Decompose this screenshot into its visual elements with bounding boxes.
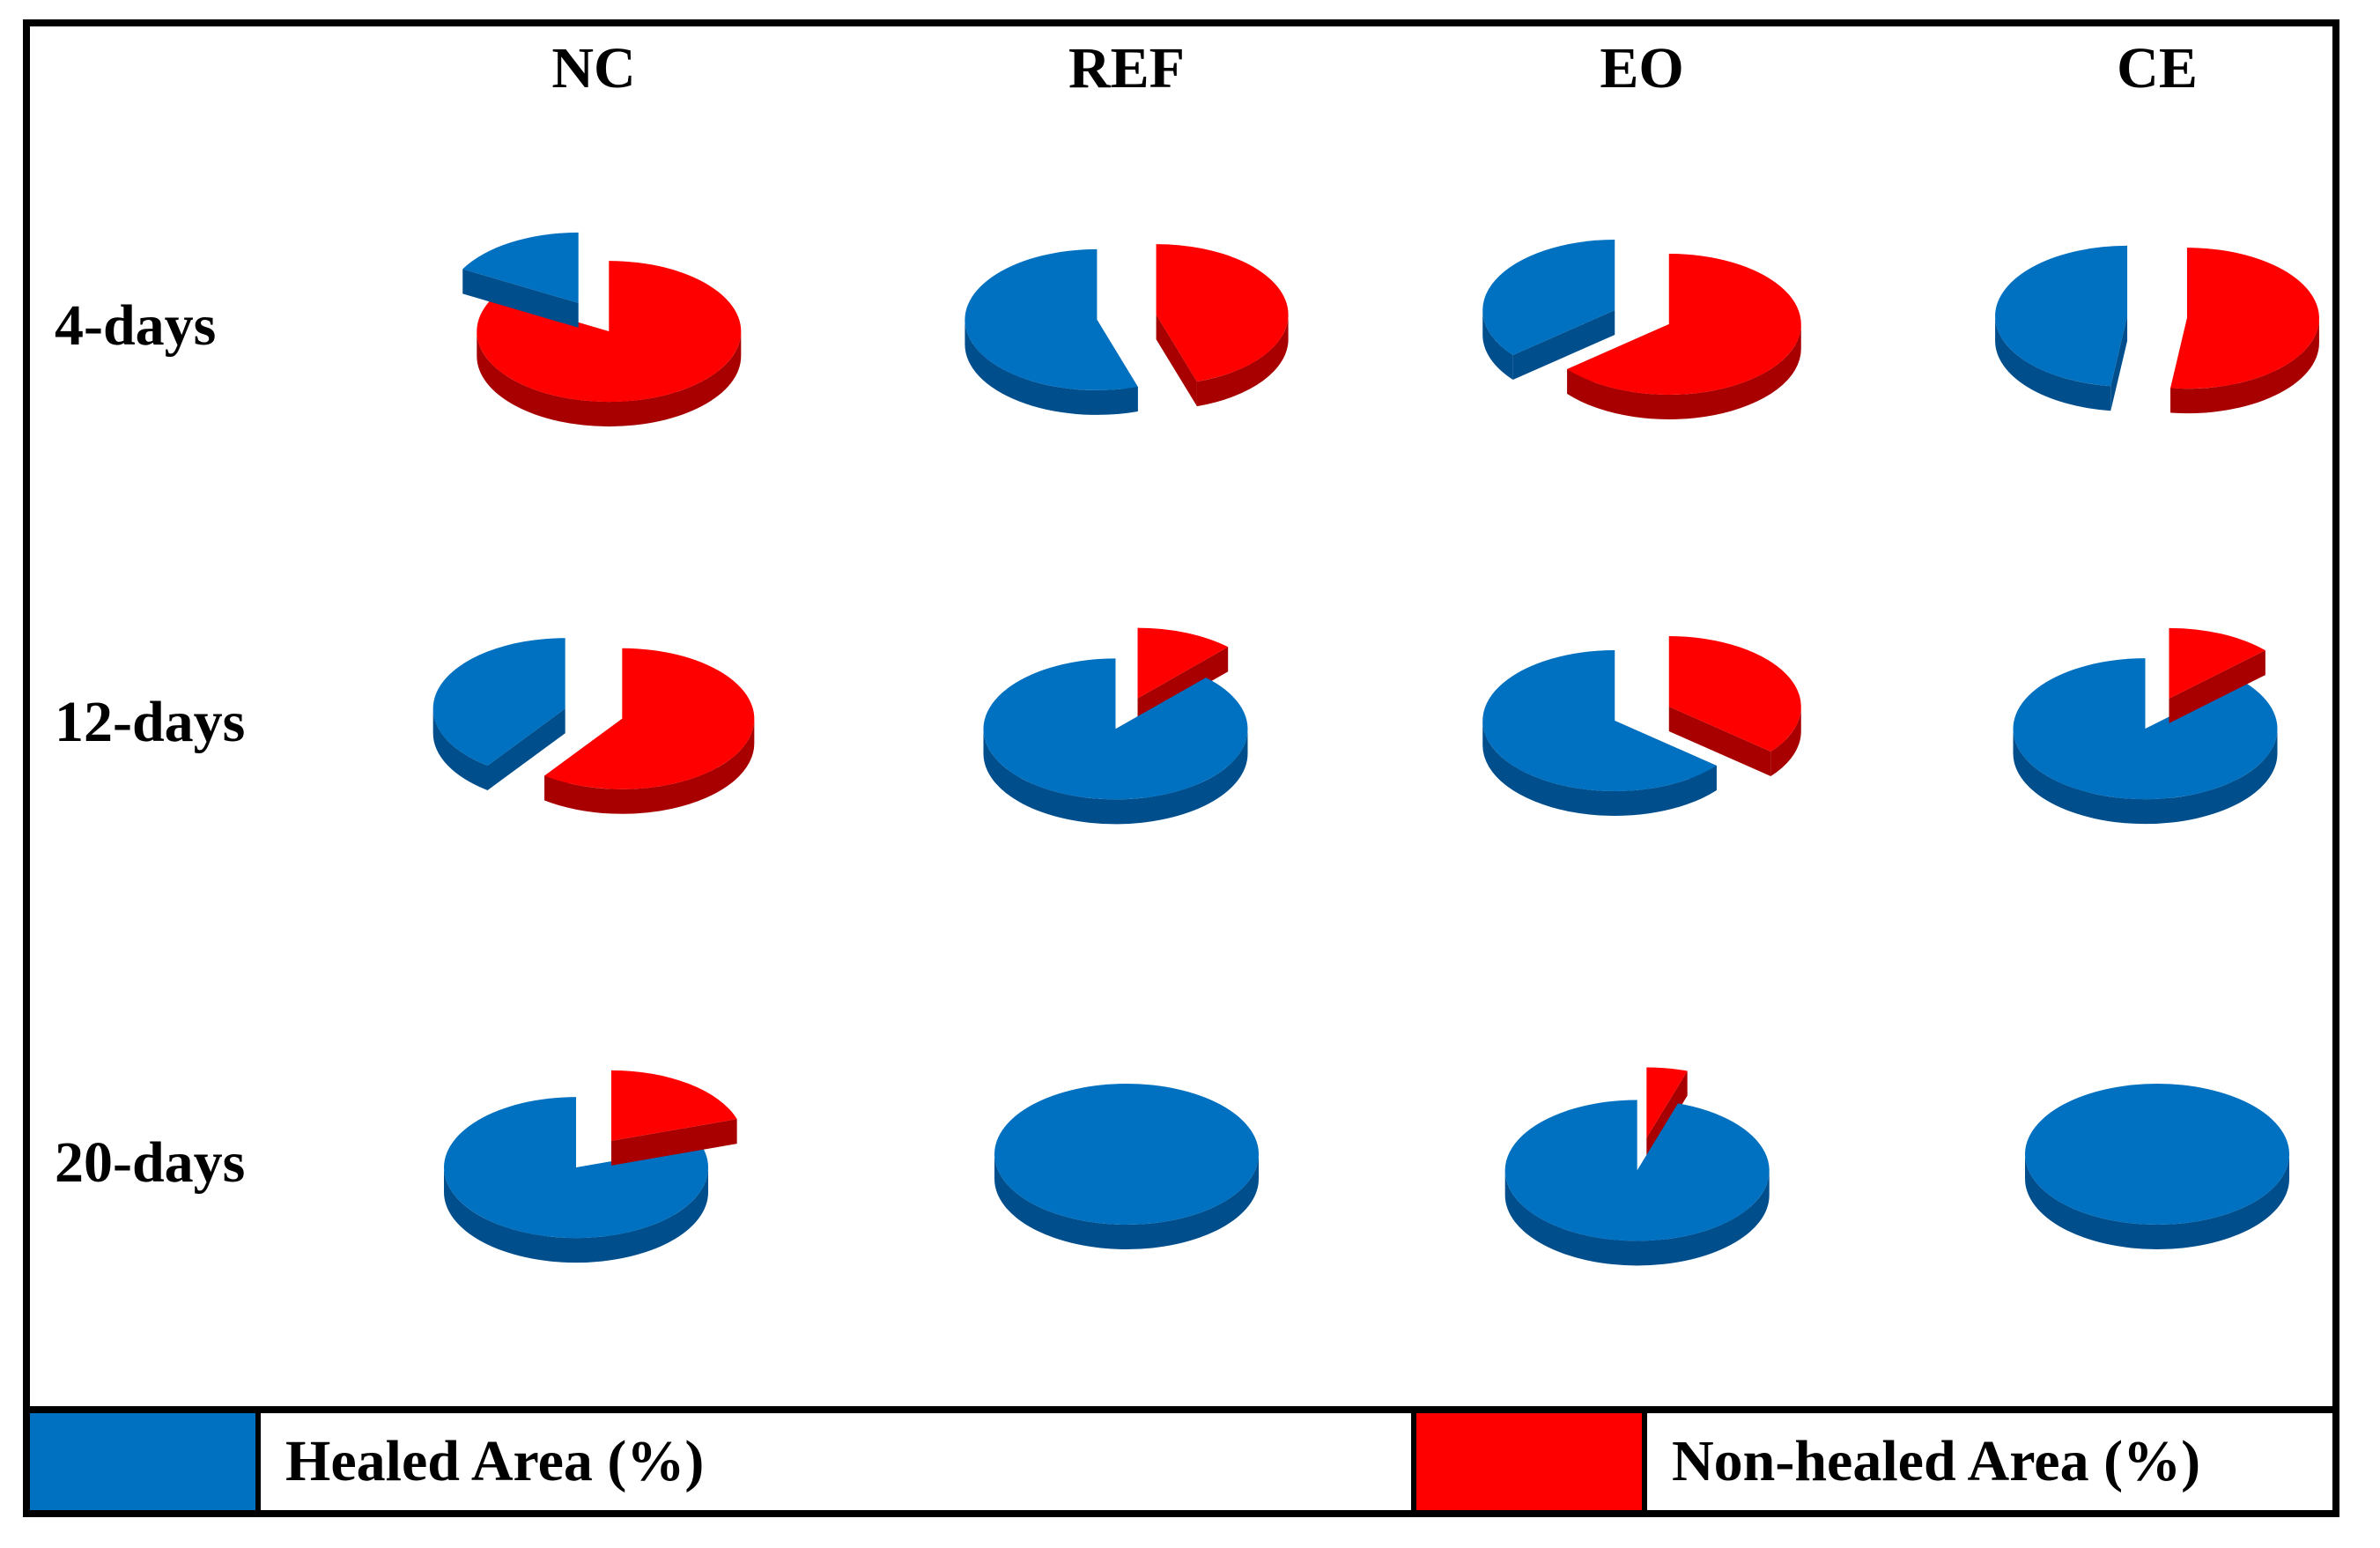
slice-healed-face-0 (1512, 310, 1615, 381)
slice-healed-side (2013, 729, 2278, 825)
slice-healed-ce-4-days (1995, 245, 2128, 411)
pie-eo-12-days (1482, 636, 1801, 816)
slice-healed-top (1504, 1100, 1770, 1241)
column-header-eo: EO (1600, 36, 1684, 100)
pie-nc-12-days (432, 638, 755, 814)
slice-nonhealed-ce-12-days (2169, 627, 2265, 723)
slice-healed-eo-20-days (1504, 1100, 1770, 1266)
row-header-12-days: 12-days (55, 690, 246, 754)
slice-healed-top (432, 638, 565, 766)
slice-nonhealed-side (544, 718, 755, 814)
slice-healed-top (994, 1084, 1259, 1225)
slice-healed-side (1482, 720, 1717, 816)
legend: Healed Area (%) Non-healed Area (%) (30, 1406, 2332, 1510)
slice-nonhealed-eo-4-days (1567, 253, 1801, 419)
slice-healed-eo-4-days (1482, 240, 1615, 381)
pie-ref-12-days (983, 627, 1248, 825)
legend-swatch-nonhealed (1416, 1413, 1647, 1510)
pie-ref-4-days (965, 244, 1289, 415)
legend-item-healed: Healed Area (%) (261, 1413, 1416, 1510)
slice-healed-top (1482, 240, 1615, 356)
slice-healed-top (1995, 245, 2128, 387)
slice-nonhealed-top (1137, 627, 1229, 699)
slice-healed-side (1504, 1170, 1770, 1266)
slice-healed-face-0 (2110, 315, 2128, 411)
slice-healed-side (983, 729, 1248, 825)
legend-label-healed: Healed Area (%) (285, 1429, 705, 1493)
slice-healed-top (1482, 649, 1717, 791)
slice-nonhealed-side (1567, 323, 1801, 419)
slice-nonhealed-top (1668, 636, 1801, 752)
slice-nonhealed-side (1770, 707, 1801, 777)
pie-eo-20-days (1504, 1067, 1770, 1266)
slice-healed-side (444, 1167, 709, 1263)
slice-nonhealed-top (1156, 244, 1289, 382)
slice-healed-ref-12-days (983, 658, 1248, 825)
row-header-4-days: 4-days (55, 293, 217, 358)
slice-healed-nc-12-days (432, 638, 565, 790)
slice-nonhealed-nc-12-days (544, 648, 755, 814)
slice-healed-ref-20-days (994, 1084, 1259, 1249)
slice-nonhealed-top (544, 648, 755, 789)
slice-nonhealed-ce-4-days (2170, 248, 2319, 414)
slice-nonhealed-face-1 (1668, 707, 1771, 777)
slice-healed-top (2025, 1084, 2289, 1225)
pie-nc-4-days (462, 232, 742, 427)
slice-healed-top (965, 248, 1138, 390)
slice-healed-side (432, 708, 488, 790)
column-header-ce: CE (2117, 36, 2198, 100)
pie-ce-20-days (2025, 1084, 2289, 1249)
legend-label-nonhealed: Non-healed Area (%) (1672, 1429, 2201, 1493)
slice-healed-side (2025, 1154, 2289, 1249)
slice-healed-nc-4-days (462, 232, 579, 328)
slice-nonhealed-nc-20-days (610, 1070, 737, 1166)
slice-nonhealed-top (1567, 253, 1801, 395)
slice-nonhealed-side (2170, 318, 2319, 414)
pie-ce-12-days (2013, 627, 2278, 825)
slice-nonhealed-side (477, 331, 742, 427)
slice-nonhealed-face-1 (1156, 315, 1197, 407)
slice-healed-side (994, 1154, 1259, 1249)
legend-item-nonhealed: Non-healed Area (%) (1647, 1413, 2332, 1510)
slice-healed-ref-4-days (965, 248, 1138, 415)
slice-nonhealed-face-1 (610, 1119, 737, 1166)
pie-ref-20-days (994, 1084, 1259, 1249)
pie-grid (432, 232, 2319, 1266)
slice-healed-ce-20-days (2025, 1084, 2289, 1249)
slice-healed-side (1482, 310, 1513, 381)
slice-nonhealed-top (1646, 1067, 1688, 1138)
pie-eo-4-days (1482, 240, 1801, 419)
slice-healed-top (983, 658, 1248, 800)
slice-healed-face-0 (487, 708, 565, 790)
slice-nonhealed-top (477, 261, 742, 403)
pie-ce-4-days (1995, 245, 2319, 414)
pie-nc-20-days (444, 1070, 737, 1263)
slice-healed-nc-20-days (444, 1097, 709, 1263)
slice-healed-eo-12-days (1482, 649, 1717, 816)
column-header-ref: REF (1068, 36, 1185, 100)
slice-nonhealed-ref-4-days (1156, 244, 1289, 407)
slice-nonhealed-top (2170, 248, 2319, 389)
column-header-nc: NC (551, 36, 636, 100)
slice-nonhealed-eo-12-days (1668, 636, 1801, 777)
row-header-20-days: 20-days (55, 1130, 246, 1195)
figure-frame: NC REF EO CE 4-days 12-days 20-days Healed Ar… (23, 19, 2339, 1517)
slice-healed-top (444, 1097, 709, 1239)
slice-healed-face-0 (462, 269, 579, 328)
slice-healed-side (965, 319, 1138, 415)
slice-nonhealed-face-1 (2169, 650, 2265, 723)
slice-nonhealed-top (610, 1070, 737, 1141)
slice-healed-top (2013, 658, 2278, 800)
legend-swatch-healed (30, 1413, 261, 1510)
slice-healed-top (462, 232, 579, 303)
slice-nonhealed-side (1196, 315, 1289, 407)
slice-nonhealed-nc-4-days (477, 261, 742, 427)
slice-healed-side (1995, 315, 2111, 411)
slice-nonhealed-top (2169, 627, 2265, 699)
